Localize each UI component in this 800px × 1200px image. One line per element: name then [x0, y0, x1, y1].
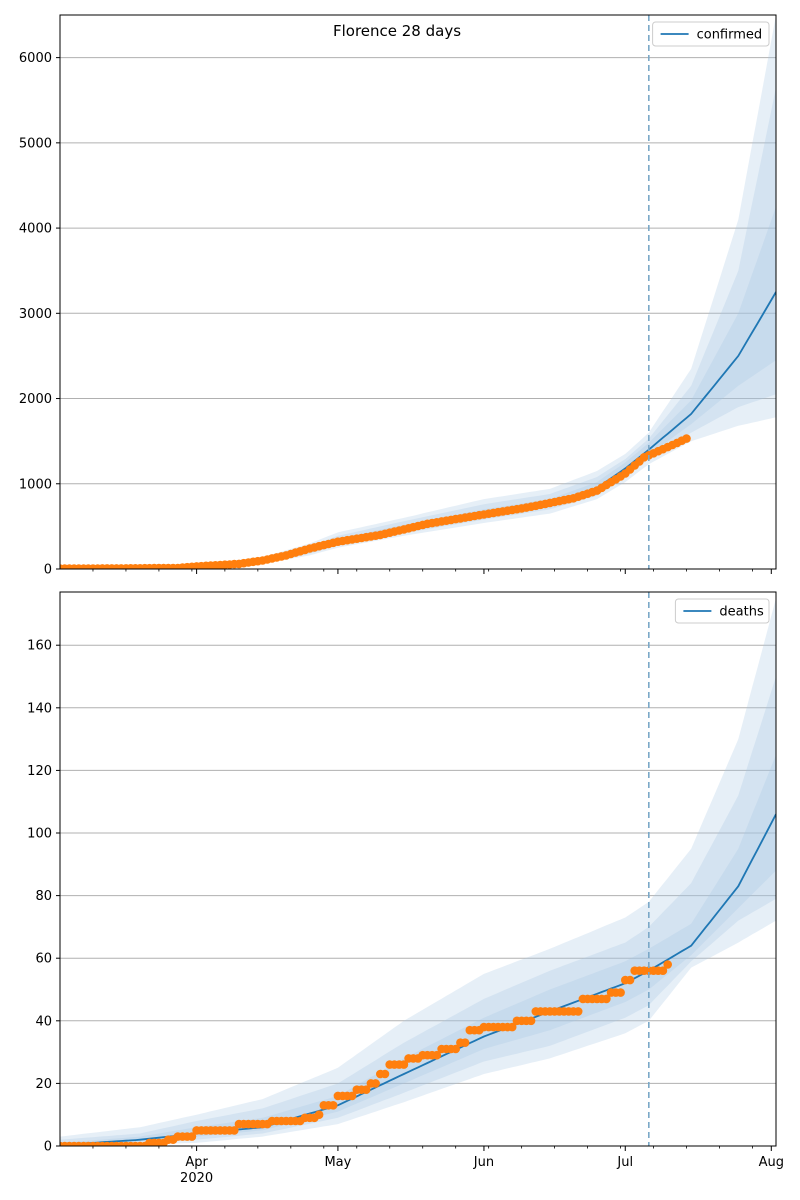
- y-tick-label: 0: [44, 563, 52, 578]
- legend-label: deaths: [719, 605, 764, 620]
- observed-point: [230, 1126, 239, 1135]
- legend: confirmed: [652, 21, 770, 47]
- observed-point: [399, 1060, 409, 1069]
- y-tick-label: 3000: [19, 307, 52, 322]
- plot-area: [60, 15, 776, 569]
- y-tick-label: 1000: [19, 477, 52, 492]
- observed-point: [460, 1038, 470, 1047]
- y-tick-label: 60: [35, 952, 52, 967]
- observed-point: [380, 1069, 390, 1079]
- observed-point: [451, 1044, 461, 1054]
- legend-box: [652, 21, 770, 47]
- uncertainty-band-1: [60, 598, 776, 1146]
- observed-point: [602, 994, 611, 1004]
- observed-point: [663, 960, 672, 969]
- axes-frame: [59, 591, 777, 1147]
- y-tick-label: 40: [35, 1014, 52, 1029]
- observed-point: [328, 1101, 338, 1110]
- observed-point: [347, 1091, 357, 1101]
- observed-point: [432, 1050, 442, 1060]
- x-tick-label: Jul: [616, 1155, 633, 1170]
- uncertainty-band-1: [60, 15, 776, 569]
- legend-box: [674, 598, 770, 624]
- uncertainty-band-3: [60, 206, 776, 569]
- y-tick-label: 20: [35, 1077, 52, 1092]
- legend: deaths: [674, 598, 770, 624]
- figure-title: Florence 28 days: [333, 22, 461, 40]
- x-tick-sublabel: 2020: [180, 1171, 213, 1186]
- y-tick-label: 100: [27, 827, 52, 842]
- plot-area: [60, 598, 776, 1146]
- confirmed-panel: 0 1000 2000 3000 4000 5000 6000 confirmed: [19, 14, 777, 578]
- observed-point: [371, 1079, 380, 1088]
- y-tick-label: 120: [27, 764, 52, 779]
- x-tick-label: May: [324, 1155, 351, 1170]
- observed-point: [625, 975, 635, 985]
- x-tick-label: Jun: [473, 1155, 494, 1170]
- legend-label: confirmed: [697, 28, 763, 43]
- uncertainty-band-2: [60, 676, 776, 1146]
- y-tick-label: 2000: [19, 392, 52, 407]
- uncertainty-band-2: [60, 87, 776, 569]
- observed-series: [60, 960, 672, 1146]
- x-tick-label: Aug: [759, 1155, 784, 1170]
- y-tick-label: 5000: [19, 136, 52, 151]
- observed-point: [314, 1110, 324, 1119]
- observed-point: [573, 1007, 583, 1016]
- x-tick-label: Apr: [185, 1155, 208, 1170]
- y-tick-label: 0: [44, 1140, 52, 1155]
- observed-point: [507, 1022, 517, 1032]
- axes-frame: [59, 14, 777, 570]
- y-tick-label: 140: [27, 701, 52, 716]
- observed-point: [361, 1085, 371, 1094]
- observed-point: [526, 1016, 536, 1026]
- y-tick-label: 6000: [19, 51, 52, 66]
- observed-point: [682, 434, 691, 443]
- observed-point: [658, 966, 668, 975]
- y-tick-label: 160: [27, 639, 52, 654]
- y-tick-label: 80: [35, 889, 52, 904]
- y-tick-label: 4000: [19, 222, 52, 237]
- observed-series: [60, 434, 691, 569]
- observed-point: [616, 988, 625, 997]
- observed-point: [187, 1132, 197, 1141]
